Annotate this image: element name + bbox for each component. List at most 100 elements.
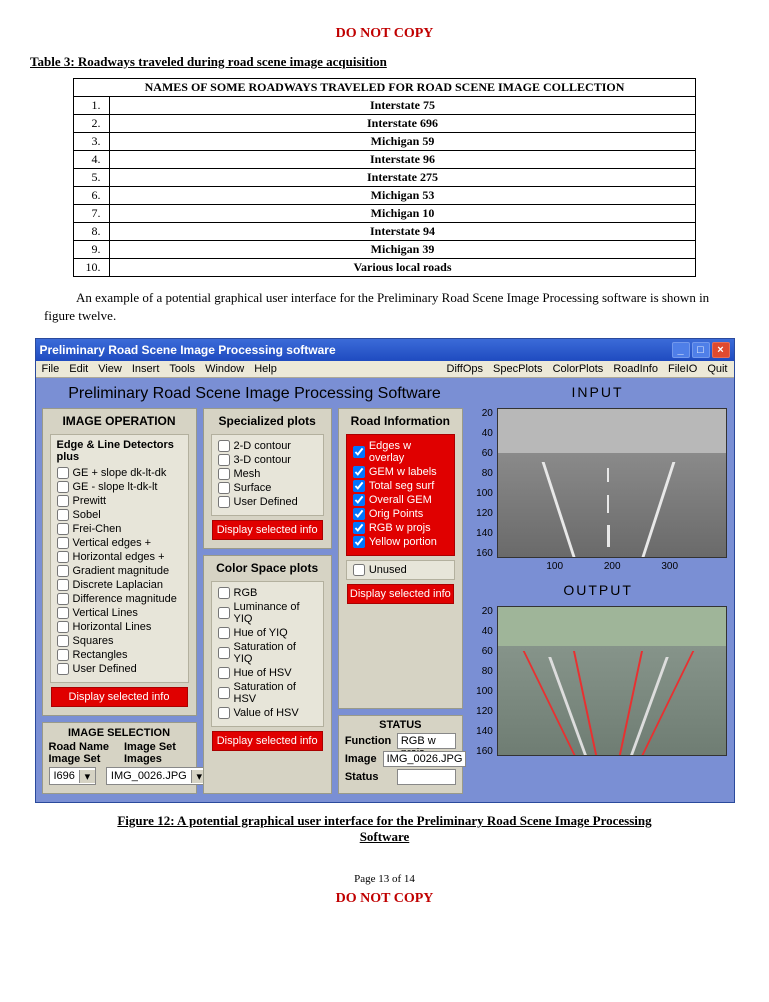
- checkbox-item[interactable]: [218, 587, 230, 599]
- checkbox-label: Saturation of HSV: [234, 681, 317, 705]
- display-spec-button[interactable]: Display selected info: [212, 520, 323, 540]
- specialized-plots-panel: Specialized plots 2-D contour3-D contour…: [203, 408, 332, 549]
- checkbox-label: Vertical Lines: [73, 607, 138, 619]
- display-color-button[interactable]: Display selected info: [212, 731, 323, 751]
- checkbox-item[interactable]: [57, 495, 69, 507]
- close-button[interactable]: ×: [712, 342, 730, 358]
- row-num: 2.: [73, 115, 109, 133]
- status-image-value: IMG_0026.JPG: [383, 751, 467, 767]
- checkbox-item[interactable]: [353, 466, 365, 478]
- checkbox-item[interactable]: [57, 649, 69, 661]
- menu-diffops[interactable]: DiffOps: [447, 363, 483, 375]
- checkbox-item[interactable]: [57, 579, 69, 591]
- checkbox-item[interactable]: [218, 482, 230, 494]
- checkbox-item[interactable]: [57, 481, 69, 493]
- checkbox-item[interactable]: [57, 523, 69, 535]
- table-title: Table 3: Roadways traveled during road s…: [30, 54, 739, 70]
- unused-checkbox[interactable]: [353, 564, 365, 576]
- checkbox-item[interactable]: [57, 467, 69, 479]
- input-label: INPUT: [468, 382, 728, 408]
- row-name: Interstate 75: [109, 97, 696, 115]
- checkbox-item[interactable]: [57, 565, 69, 577]
- checkbox-item[interactable]: [57, 551, 69, 563]
- menu-tools[interactable]: Tools: [169, 363, 195, 375]
- checkbox-item[interactable]: [57, 663, 69, 675]
- checkbox-item[interactable]: [353, 522, 365, 534]
- window-title: Preliminary Road Scene Image Processing …: [40, 343, 336, 357]
- checkbox-item[interactable]: [218, 687, 230, 699]
- checkbox-item[interactable]: [218, 607, 230, 619]
- checkbox-item[interactable]: [57, 593, 69, 605]
- checkbox-item[interactable]: [353, 508, 365, 520]
- row-name: Interstate 696: [109, 115, 696, 133]
- row-num: 1.: [73, 97, 109, 115]
- menu-fileio[interactable]: FileIO: [668, 363, 697, 375]
- image-set-dropdown[interactable]: IMG_0026.JPG▾: [106, 767, 208, 785]
- menu-file[interactable]: File: [42, 363, 60, 375]
- maximize-button[interactable]: □: [692, 342, 710, 358]
- checkbox-label: GEM w labels: [369, 466, 437, 478]
- image-sel-header: IMAGE SELECTION: [49, 727, 190, 739]
- checkbox-label: GE + slope dk-lt-dk: [73, 467, 167, 479]
- sel-label-2: Image Set Images: [124, 741, 190, 765]
- checkbox-item[interactable]: [353, 494, 365, 506]
- row-num: 7.: [73, 205, 109, 223]
- color-header: Color Space plots: [208, 559, 327, 579]
- checkbox-item[interactable]: [57, 537, 69, 549]
- row-num: 6.: [73, 187, 109, 205]
- menu-insert[interactable]: Insert: [132, 363, 160, 375]
- checkbox-item[interactable]: [57, 621, 69, 633]
- figure-caption: Figure 12: A potential graphical user in…: [30, 813, 739, 845]
- checkbox-item[interactable]: [57, 607, 69, 619]
- checkbox-item[interactable]: [218, 440, 230, 452]
- menu-edit[interactable]: Edit: [69, 363, 88, 375]
- checkbox-item[interactable]: [218, 647, 230, 659]
- checkbox-item[interactable]: [218, 627, 230, 639]
- checkbox-item[interactable]: [218, 454, 230, 466]
- page-number: Page 13 of 14: [30, 873, 739, 885]
- checkbox-label: Prewitt: [73, 495, 107, 507]
- status-image-label: Image: [345, 753, 377, 765]
- status-status-label: Status: [345, 771, 391, 783]
- image-selection-panel: IMAGE SELECTION Road Name Image Set Imag…: [42, 722, 197, 794]
- road-name-dropdown[interactable]: I696▾: [49, 767, 96, 785]
- display-edge-button[interactable]: Display selected info: [51, 687, 188, 707]
- checkbox-item[interactable]: [353, 536, 365, 548]
- row-name: Michigan 10: [109, 205, 696, 223]
- color-plots-panel: Color Space plots RGBLuminance of YIQHue…: [203, 555, 332, 794]
- menu-help[interactable]: Help: [254, 363, 277, 375]
- edge-group: Edge & Line Detectors plus GE + slope dk…: [50, 434, 189, 683]
- checkbox-item[interactable]: [218, 707, 230, 719]
- checkbox-label: Hue of HSV: [234, 667, 292, 679]
- checkbox-label: Mesh: [234, 468, 261, 480]
- checkbox-label: Value of HSV: [234, 707, 299, 719]
- menu-window[interactable]: Window: [205, 363, 244, 375]
- menu-quit[interactable]: Quit: [707, 363, 727, 375]
- checkbox-item[interactable]: [353, 446, 365, 458]
- menu-colorplots[interactable]: ColorPlots: [553, 363, 604, 375]
- menu-specplots[interactable]: SpecPlots: [493, 363, 543, 375]
- checkbox-label: Overall GEM: [369, 494, 432, 506]
- minimize-button[interactable]: _: [672, 342, 690, 358]
- display-road-button[interactable]: Display selected info: [347, 584, 454, 604]
- checkbox-item[interactable]: [218, 667, 230, 679]
- sel-label-1: Road Name Image Set: [49, 741, 115, 765]
- checkbox-label: Sobel: [73, 509, 101, 521]
- status-function-value: RGB w projs: [397, 733, 456, 749]
- row-num: 10.: [73, 259, 109, 277]
- road-info-panel: Road Information Edges w overlayGEM w la…: [338, 408, 463, 709]
- checkbox-label: Yellow portion: [369, 536, 437, 548]
- titlebar: Preliminary Road Scene Image Processing …: [36, 339, 734, 361]
- checkbox-item[interactable]: [57, 635, 69, 647]
- checkbox-label: Hue of YIQ: [234, 627, 288, 639]
- checkbox-item[interactable]: [218, 496, 230, 508]
- menu-view[interactable]: View: [98, 363, 122, 375]
- image-operation-panel: IMAGE OPERATION Edge & Line Detectors pl…: [42, 408, 197, 716]
- watermark-bottom: DO NOT COPY: [30, 891, 739, 907]
- checkbox-label: Difference magnitude: [73, 593, 177, 605]
- checkbox-item[interactable]: [353, 480, 365, 492]
- checkbox-item[interactable]: [218, 468, 230, 480]
- output-image: [497, 606, 727, 756]
- checkbox-item[interactable]: [57, 509, 69, 521]
- menu-roadinfo[interactable]: RoadInfo: [613, 363, 658, 375]
